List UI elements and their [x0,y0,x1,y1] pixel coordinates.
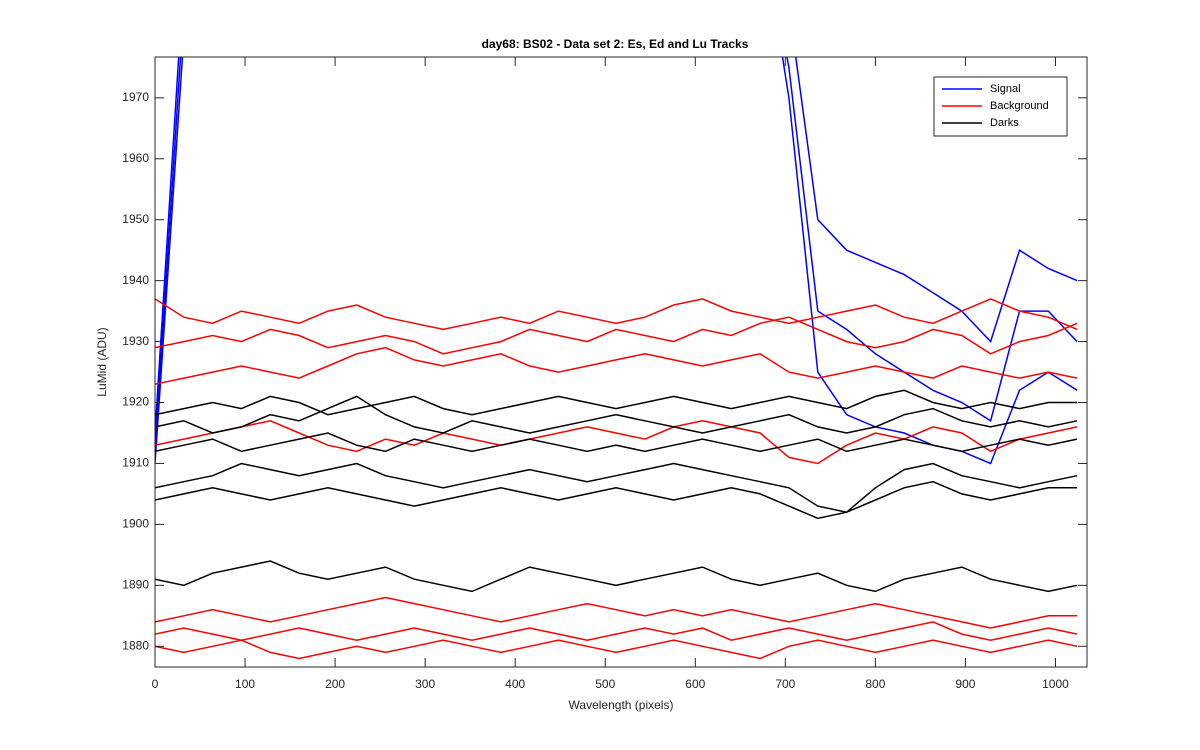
y-tick-label: 1880 [122,638,149,652]
chart-title: day68: BS02 - Data set 2: Es, Ed and Lu … [482,37,749,51]
series-line [155,316,1078,355]
plot-area [155,57,1078,660]
y-tick-label: 1960 [122,151,149,165]
series-line [155,346,1078,385]
x-tick-label: 900 [955,677,975,691]
x-tick-label: 400 [505,677,525,691]
series-line [155,57,1078,434]
legend-label: Background [990,100,1049,112]
x-tick-label: 0 [152,677,159,691]
series-line [155,639,1078,660]
x-tick-label: 700 [775,677,795,691]
x-axis-label: Wavelength (pixels) [569,698,674,712]
y-tick-label: 1920 [122,395,149,409]
legend-label: Darks [990,117,1019,129]
x-tick-label: 200 [325,677,345,691]
series-line [155,462,1078,514]
y-axis-label: LuMid (ADU) [95,327,109,396]
x-tick-label: 1000 [1042,677,1069,691]
y-tick-label: 1910 [122,456,149,470]
y-tick-label: 1950 [122,212,149,226]
legend-label: Signal [990,83,1021,95]
x-tick-label: 500 [595,677,615,691]
x-tick-label: 100 [235,677,255,691]
y-tick-label: 1900 [122,517,149,531]
series-line [155,395,1078,434]
series-line [155,596,1078,629]
x-tick-label: 800 [865,677,885,691]
series-line [155,57,1078,452]
y-tick-label: 1940 [122,273,149,287]
series-line [155,298,1078,331]
y-tick-label: 1970 [122,90,149,104]
series-line [155,57,1078,465]
y-tick-label: 1930 [122,334,149,348]
series-line [155,560,1078,593]
y-tick-label: 1890 [122,578,149,592]
series-line [155,480,1078,520]
series-line [155,389,1078,416]
x-tick-label: 600 [685,677,705,691]
plot-frame [154,56,1088,668]
series-line [155,432,1078,453]
series-line [155,621,1078,641]
x-tick-label: 300 [415,677,435,691]
